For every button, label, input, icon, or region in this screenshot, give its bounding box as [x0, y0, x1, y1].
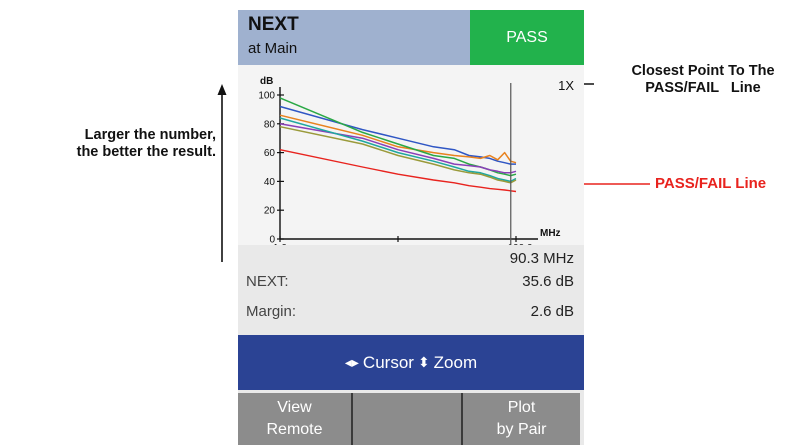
test-subtitle: at Main	[248, 40, 298, 57]
closest-point-line2: PASS/FAIL Line	[645, 80, 761, 96]
tester-screen: NEXT at Main PASS 0 20 40 60 80 100 1.0 100.0 dB…	[238, 10, 584, 445]
softkey-row: View Remote Plot by Pair	[238, 393, 584, 445]
pair-series-line	[279, 123, 517, 174]
margin-label: Margin:	[246, 303, 297, 320]
passfail-annotation: PASS/FAIL Line	[655, 175, 767, 192]
y-axis-label: dB	[260, 76, 273, 87]
passfail-limit-line	[279, 149, 517, 193]
y-tick-label: 100	[258, 91, 275, 102]
x-tick-label: 100.0	[507, 243, 532, 245]
y-tick-label: 0	[269, 235, 275, 246]
margin-value: 2.6 dB	[530, 303, 574, 320]
plot-svg: 0 20 40 60 80 100 1.0 100.0 dB MHz 1X	[258, 76, 574, 246]
up-arrow	[217, 84, 227, 262]
plot-by-pair-line2: by Pair	[496, 421, 547, 438]
pair-series-line	[279, 114, 517, 164]
plot-by-pair-line1: Plot	[507, 399, 536, 416]
pair-series-line	[279, 125, 517, 184]
x-axis-label: MHz	[540, 228, 561, 239]
x-tick-label: 1.0	[273, 243, 287, 245]
left-annotation-line2: the better the result.	[76, 144, 216, 160]
test-header: NEXT at Main	[238, 10, 470, 65]
cursor-label: Cursor	[362, 352, 414, 372]
y-tick-label: 80	[264, 119, 276, 130]
view-remote-line2: Remote	[266, 421, 323, 438]
plot-by-pair-button[interactable]: Plot by Pair	[463, 393, 580, 445]
pair-series-line	[279, 117, 517, 183]
cursor-zoom-bar[interactable]: ◂▸ Cursor ⬍ Zoom	[238, 335, 584, 390]
closest-point-line1: Closest Point To The	[631, 63, 775, 79]
y-tick-label: 40	[264, 177, 276, 188]
zoom-up-down-icon: ⬍	[417, 354, 430, 370]
zoom-label: Zoom	[433, 352, 478, 372]
zoom-level: 1X	[558, 78, 574, 93]
pair-series-line	[279, 97, 517, 177]
cursor-left-right-icon: ◂▸	[344, 354, 359, 370]
next-value: 35.6 dB	[522, 273, 574, 290]
blank-softkey[interactable]	[351, 393, 463, 445]
view-remote-button[interactable]: View Remote	[238, 393, 351, 445]
closest-point-annotation: Closest Point To The PASS/FAIL Line	[591, 63, 809, 97]
view-remote-line1: View	[277, 399, 312, 416]
next-plot[interactable]: 0 20 40 60 80 100 1.0 100.0 dB MHz 1X	[238, 65, 584, 245]
y-tick-label: 60	[264, 148, 276, 159]
test-title: NEXT	[248, 14, 299, 35]
cursor-frequency: 90.3 MHz	[509, 250, 574, 267]
y-tick-label: 20	[264, 206, 276, 217]
left-annotation: Larger the number, the better the result…	[20, 127, 216, 161]
next-label: NEXT:	[246, 273, 289, 290]
pair-series-line	[279, 105, 516, 165]
left-annotation-line1: Larger the number,	[84, 127, 216, 143]
pass-status-badge: PASS	[470, 10, 584, 65]
